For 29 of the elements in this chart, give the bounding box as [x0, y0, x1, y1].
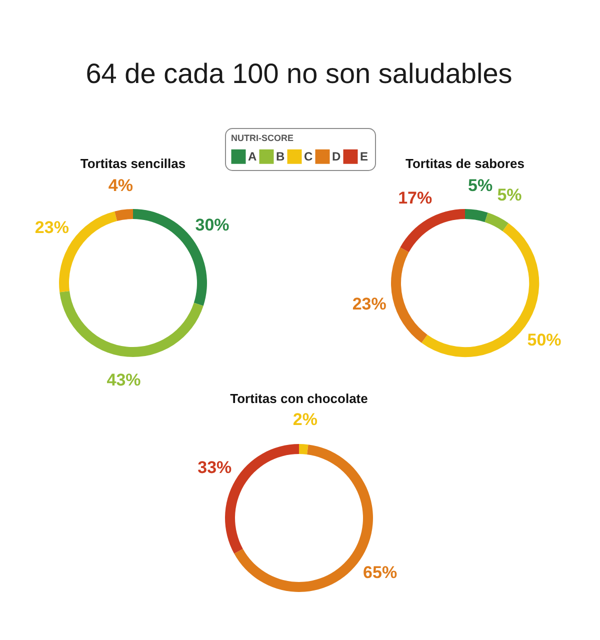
data-label: 23% [352, 294, 386, 314]
data-label: 5% [468, 176, 493, 196]
data-label: 50% [527, 330, 562, 350]
legend-label: C [304, 150, 313, 164]
text: 64 de cada 100 no son saludables [86, 58, 512, 89]
legend-label: D [332, 150, 341, 164]
donut-slice [484, 212, 508, 232]
chart-title: Tortitas sencillas [80, 156, 186, 171]
legend-label: E [360, 150, 368, 164]
donut-slice [391, 247, 428, 343]
donut-slice [400, 209, 465, 252]
data-label: 2% [292, 410, 318, 430]
legend-label: A [248, 150, 257, 164]
text: Tortitas de sabores [406, 156, 524, 171]
data-label: 30% [195, 215, 230, 234]
data-label: 33% [198, 458, 232, 478]
data-label: 17% [398, 188, 432, 208]
donut-slice [299, 444, 308, 455]
legend-title: NUTRI-SCORE [231, 133, 294, 143]
donut-slice [114, 209, 133, 222]
data-label: 23% [34, 218, 69, 237]
data-label: 65% [363, 563, 398, 582]
legend-label: B [276, 150, 285, 164]
data-label: 43% [106, 370, 141, 390]
donut-slice [60, 291, 204, 357]
chart-title: Tortitas con chocolate [230, 391, 368, 406]
data-label: 5% [497, 186, 522, 205]
data-label: 4% [108, 176, 134, 195]
donut-slice [465, 209, 488, 222]
